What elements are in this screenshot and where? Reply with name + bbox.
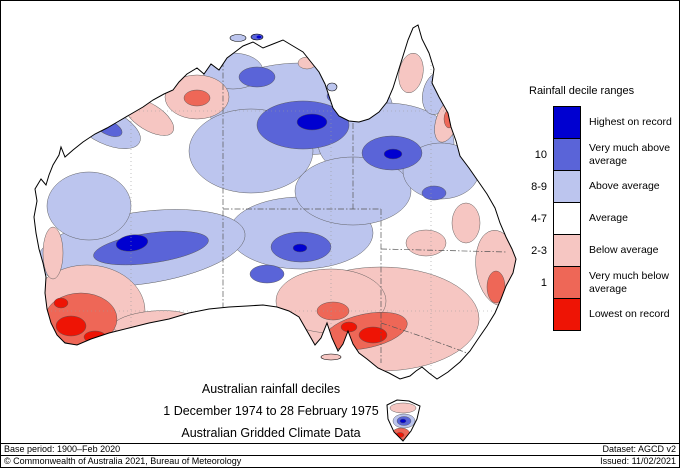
legend-item-label: Highest on record <box>589 116 672 129</box>
color-swatch-below-average <box>553 234 581 267</box>
decile-range-label: 4-7 <box>531 212 547 225</box>
issued-label: Issued: 11/02/2021 <box>600 456 676 466</box>
footer-row-base-period: Base period: 1900–Feb 2020 Dataset: AGCD… <box>1 443 679 455</box>
islands <box>229 33 342 361</box>
legend-row-lowest: Lowest on record <box>525 298 677 331</box>
legend-title: Rainfall decile ranges <box>529 85 635 97</box>
legend-item-label: Below average <box>589 244 659 257</box>
color-swatch-highest-on-record <box>553 106 581 139</box>
legend-row-average: 4-7 Average <box>525 202 677 235</box>
legend: Rainfall decile ranges Highest on record… <box>525 85 677 331</box>
legend-row-below: 2-3 Below average <box>525 234 677 267</box>
legend-row-very-much-above: 10 Very much above average <box>525 138 677 171</box>
footer-row-copyright: © Commonwealth of Australia 2021, Bureau… <box>1 455 679 467</box>
legend-item-label: Very much above average <box>589 141 671 167</box>
legend-item-label: Very much below average <box>589 269 669 295</box>
tasmania-coastline <box>386 399 421 442</box>
color-swatch-lowest-on-record <box>553 298 581 331</box>
color-swatch-above-average <box>553 170 581 203</box>
legend-item-label: Above average <box>589 180 660 193</box>
base-period-label: Base period: 1900–Feb 2020 <box>4 444 121 454</box>
dataset-label: Dataset: AGCD v2 <box>602 444 676 454</box>
lowest-on-record-regions <box>53 297 388 344</box>
mainland-coastline <box>33 24 517 380</box>
color-swatch-average <box>553 202 581 235</box>
color-swatch-very-much-above-average <box>553 138 581 171</box>
legend-row-highest: Highest on record <box>525 106 677 139</box>
copyright-label: © Commonwealth of Australia 2021, Bureau… <box>4 456 242 466</box>
decile-range-label: 10 <box>534 148 547 161</box>
decile-range-label: 8-9 <box>531 180 547 193</box>
legend-item-label: Average <box>589 212 628 225</box>
decile-range-label: 1 <box>540 276 547 289</box>
decile-range-label: 2-3 <box>531 244 547 257</box>
map-title-line3: Australian Gridded Climate Data <box>181 426 361 440</box>
legend-item-label: Lowest on record <box>589 308 670 321</box>
legend-row-very-much-below: 1 Very much below average <box>525 266 677 299</box>
state-borders <box>222 61 508 363</box>
color-swatch-very-much-below-average <box>553 266 581 299</box>
footer: Base period: 1900–Feb 2020 Dataset: AGCD… <box>1 443 679 467</box>
map-title-block: Australian rainfall deciles 1 December 1… <box>99 382 443 448</box>
map-title-line1: Australian rainfall deciles <box>201 382 341 396</box>
map-title-line2: 1 December 1974 to 28 February 1975 <box>163 404 379 418</box>
legend-row-above: 8-9 Above average <box>525 170 677 203</box>
australia-rainfall-map <box>33 24 517 442</box>
highest-on-record-regions <box>115 113 403 253</box>
